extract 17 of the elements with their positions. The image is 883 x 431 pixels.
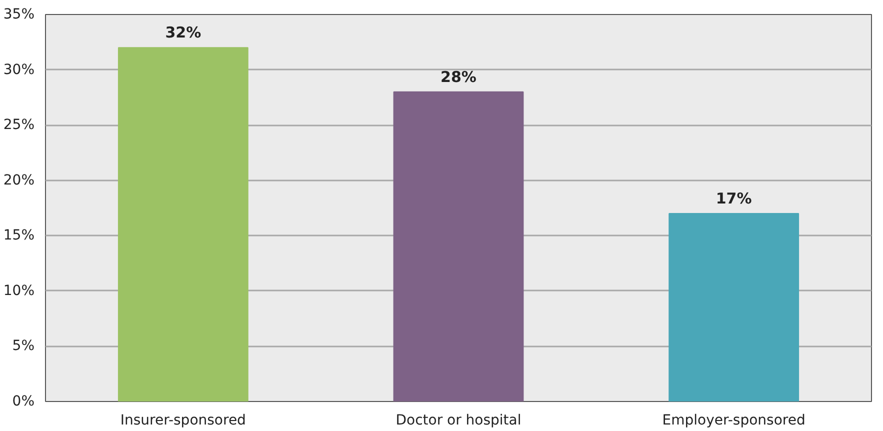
y-tick-label: 5%: [12, 338, 35, 354]
bar: [118, 47, 248, 402]
y-tick-label: 0%: [12, 394, 35, 410]
y-tick-label: 30%: [3, 62, 35, 78]
data-label: 32%: [165, 24, 202, 42]
x-tick-label: Doctor or hospital: [396, 412, 522, 428]
bar: [393, 91, 524, 402]
y-tick-label: 20%: [3, 172, 35, 188]
bar: [668, 213, 800, 402]
data-label: 17%: [716, 190, 752, 208]
y-tick-label: 25%: [3, 117, 35, 134]
x-tick-label: Employer-sponsored: [662, 412, 806, 428]
x-tick-label: Insurer-sponsored: [120, 412, 246, 428]
data-label: 28%: [440, 68, 476, 86]
y-tick-label: 10%: [3, 282, 35, 299]
y-tick-label: 35%: [3, 6, 35, 22]
y-tick-label: 15%: [3, 228, 35, 244]
